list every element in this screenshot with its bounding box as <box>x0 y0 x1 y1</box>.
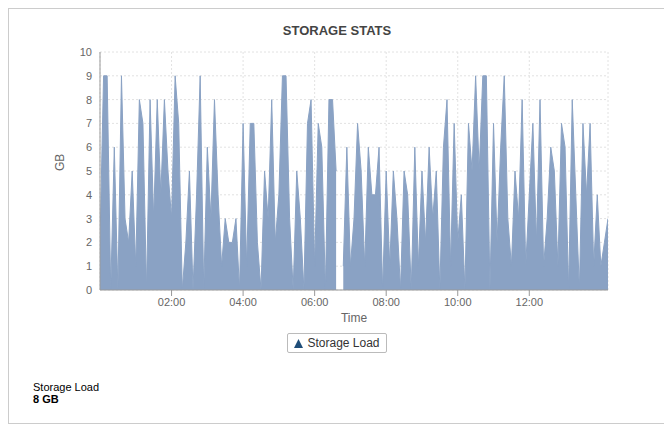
svg-text:10: 10 <box>80 46 92 58</box>
svg-text:5: 5 <box>86 165 92 177</box>
html-text:Storage Load: Storage Load <box>33 381 100 393</box>
svg-text:2: 2 <box>86 236 92 248</box>
svg-text:4: 4 <box>86 189 92 201</box>
svg-text:8: 8 <box>86 94 92 106</box>
svg-text:1: 1 <box>86 260 92 272</box>
svg-text:10:00: 10:00 <box>444 296 472 308</box>
html-text:8 GB: 8 GB <box>33 393 59 405</box>
svg-text:7: 7 <box>86 117 92 129</box>
svg-text:04:00: 04:00 <box>229 296 257 308</box>
html-text:Storage Load: Storage Load <box>307 336 380 350</box>
svg-text:9: 9 <box>86 70 92 82</box>
svg-text:Time: Time <box>341 311 368 325</box>
svg-text:0: 0 <box>86 284 92 296</box>
svg-text:GB: GB <box>53 154 67 171</box>
svg-text:02:00: 02:00 <box>158 296 186 308</box>
svg-text:08:00: 08:00 <box>372 296 400 308</box>
svg-text:06:00: 06:00 <box>301 296 329 308</box>
html-text:STORAGE STATS: STORAGE STATS <box>282 23 392 38</box>
svg-text:12:00: 12:00 <box>516 296 544 308</box>
svg-text:6: 6 <box>86 141 92 153</box>
svg-text:3: 3 <box>86 213 92 225</box>
